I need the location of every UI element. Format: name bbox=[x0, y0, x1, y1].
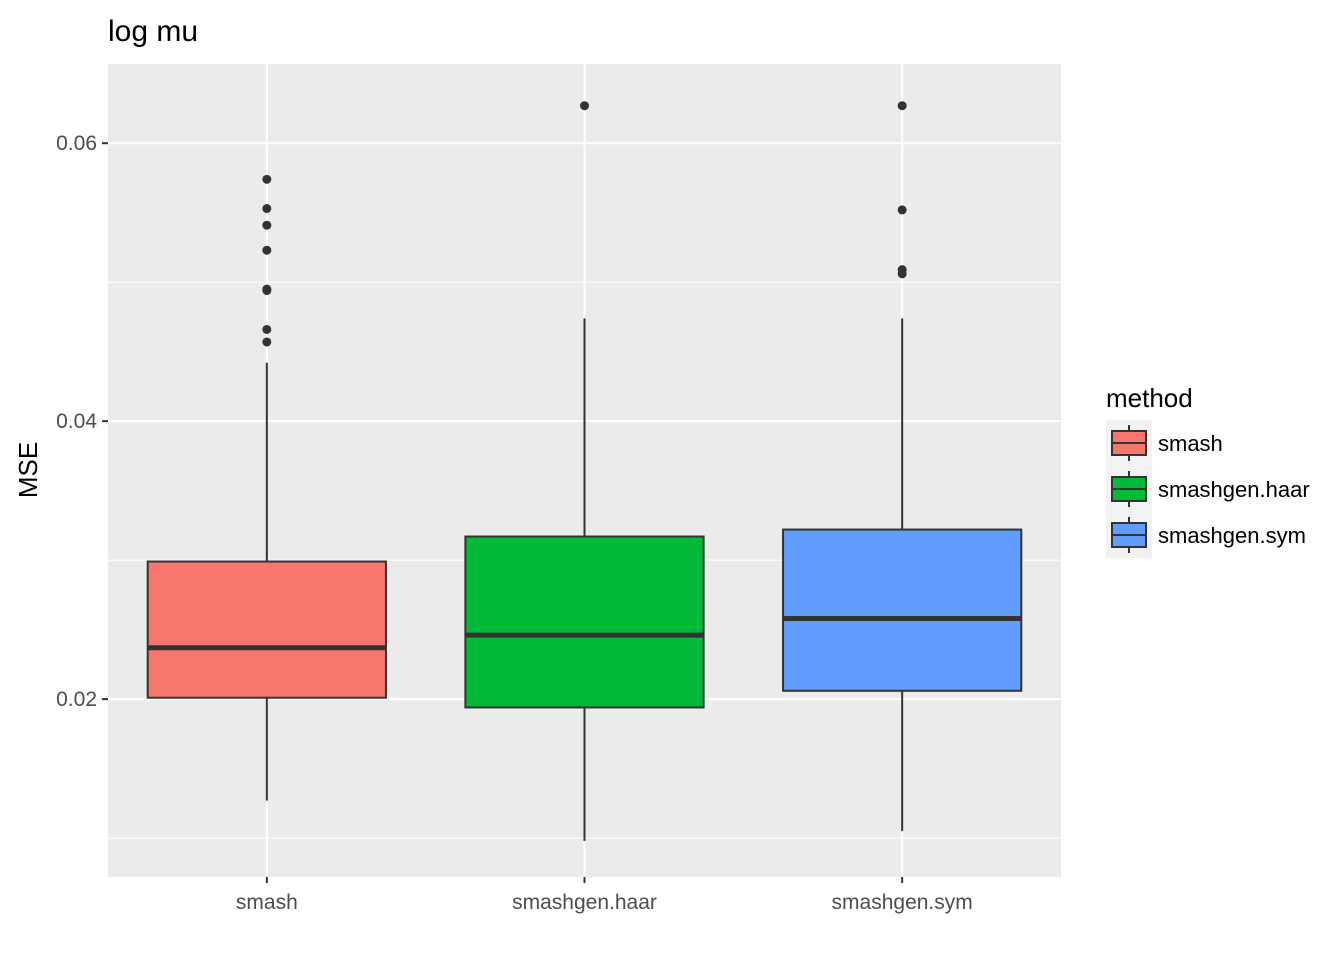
y-axis: 0.02 0.04 0.06 bbox=[56, 132, 108, 711]
chart-title: log mu bbox=[108, 15, 198, 48]
box-smashgen-haar bbox=[464, 101, 705, 841]
outlier-point bbox=[262, 284, 272, 294]
box-iqr bbox=[782, 528, 1023, 692]
outlier-point bbox=[262, 220, 272, 230]
y-tick-label: 0.06 bbox=[56, 132, 97, 155]
box-iqr bbox=[146, 560, 387, 699]
legend-label: smash bbox=[1158, 431, 1223, 456]
legend-label: smashgen.haar bbox=[1158, 477, 1310, 502]
legend-item-smashgen-sym: smashgen.sym bbox=[1106, 512, 1306, 558]
outlier-point bbox=[262, 324, 272, 334]
boxes bbox=[146, 101, 1023, 841]
box-smashgen-sym bbox=[782, 101, 1023, 832]
outlier-point bbox=[897, 265, 907, 275]
y-tick-label: 0.02 bbox=[56, 688, 97, 711]
x-axis: smash smashgen.haar smashgen.sym bbox=[236, 877, 973, 914]
x-tick-label: smashgen.haar bbox=[512, 891, 657, 914]
outlier-point bbox=[262, 245, 272, 255]
outlier-point bbox=[262, 204, 272, 214]
x-tick-label: smash bbox=[236, 891, 298, 914]
legend-item-smash: smash bbox=[1106, 420, 1223, 466]
box-iqr bbox=[464, 535, 705, 709]
legend-title: method bbox=[1106, 383, 1193, 413]
outlier-point bbox=[262, 174, 272, 184]
outlier-point bbox=[580, 101, 589, 111]
y-axis-title: MSE bbox=[13, 442, 43, 498]
y-tick-label: 0.04 bbox=[56, 410, 97, 433]
legend-item-smashgen-haar: smashgen.haar bbox=[1106, 466, 1310, 512]
legend: smash smashgen.haar smashgen.sym bbox=[1106, 420, 1310, 558]
outlier-point bbox=[897, 101, 907, 111]
legend-label: smashgen.sym bbox=[1158, 523, 1306, 548]
outlier-point bbox=[262, 337, 272, 347]
box-smash bbox=[146, 174, 387, 801]
outlier-point bbox=[897, 205, 907, 215]
x-tick-label: smashgen.sym bbox=[832, 891, 973, 914]
